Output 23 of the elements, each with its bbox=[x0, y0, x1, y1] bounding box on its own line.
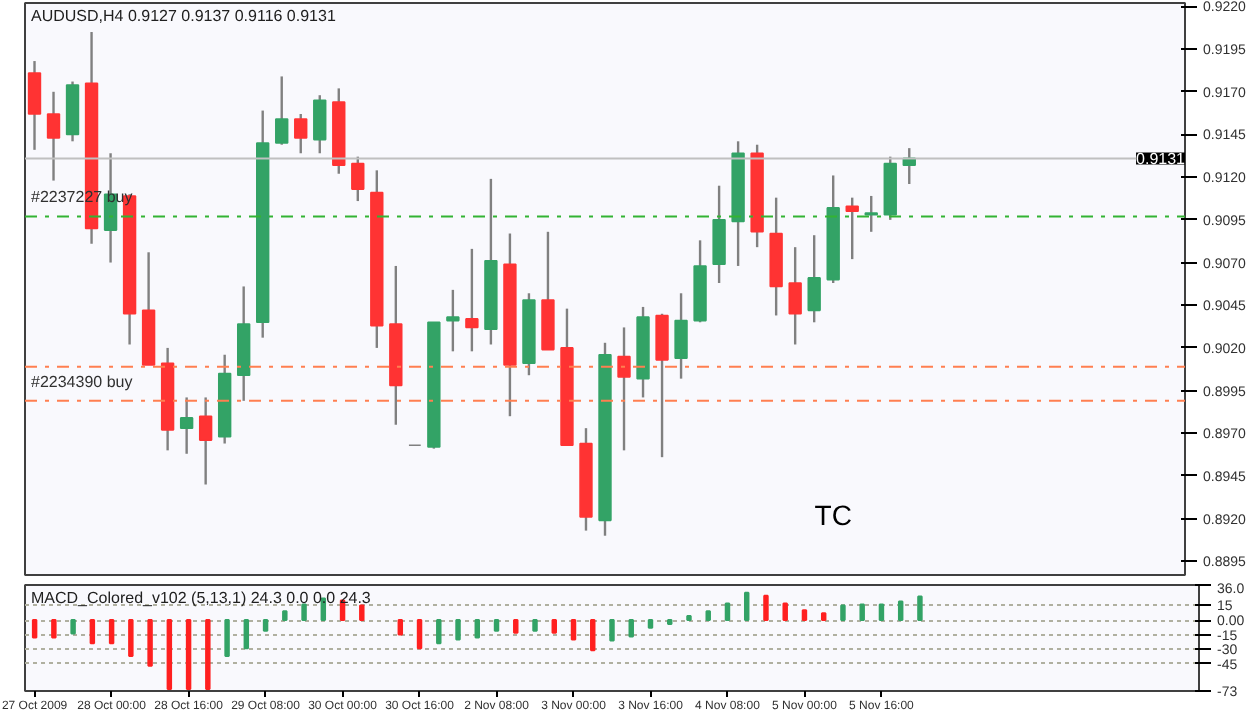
candlestick bbox=[864, 194, 878, 233]
candlestick bbox=[845, 196, 859, 261]
ref-line-label: 0.9131 bbox=[1136, 150, 1187, 169]
candlestick bbox=[465, 247, 479, 353]
candlestick bbox=[198, 396, 213, 486]
candlestick bbox=[807, 234, 821, 324]
candlestick bbox=[446, 288, 460, 353]
candlestick bbox=[788, 245, 802, 346]
candlestick bbox=[351, 155, 365, 203]
annotation: TC bbox=[814, 499, 852, 531]
candlestick bbox=[179, 396, 194, 455]
chart-title: MACD_Colored_v102 (5,13,1) 24.3 0.0 0.0 24.3 bbox=[31, 589, 372, 607]
candlestick bbox=[712, 184, 726, 285]
candlestick bbox=[617, 326, 631, 452]
candlestick bbox=[294, 112, 308, 155]
ref-line-label: #2234390 buy bbox=[31, 372, 133, 391]
candlestick bbox=[46, 90, 61, 182]
candlestick bbox=[275, 75, 289, 146]
candlestick bbox=[313, 94, 327, 155]
candlestick bbox=[674, 292, 688, 380]
candlestick bbox=[27, 59, 42, 152]
chart-title: AUDUSD,H4 0.9127 0.9137 0.9116 0.9131 bbox=[31, 7, 337, 25]
candlestick bbox=[655, 312, 669, 459]
